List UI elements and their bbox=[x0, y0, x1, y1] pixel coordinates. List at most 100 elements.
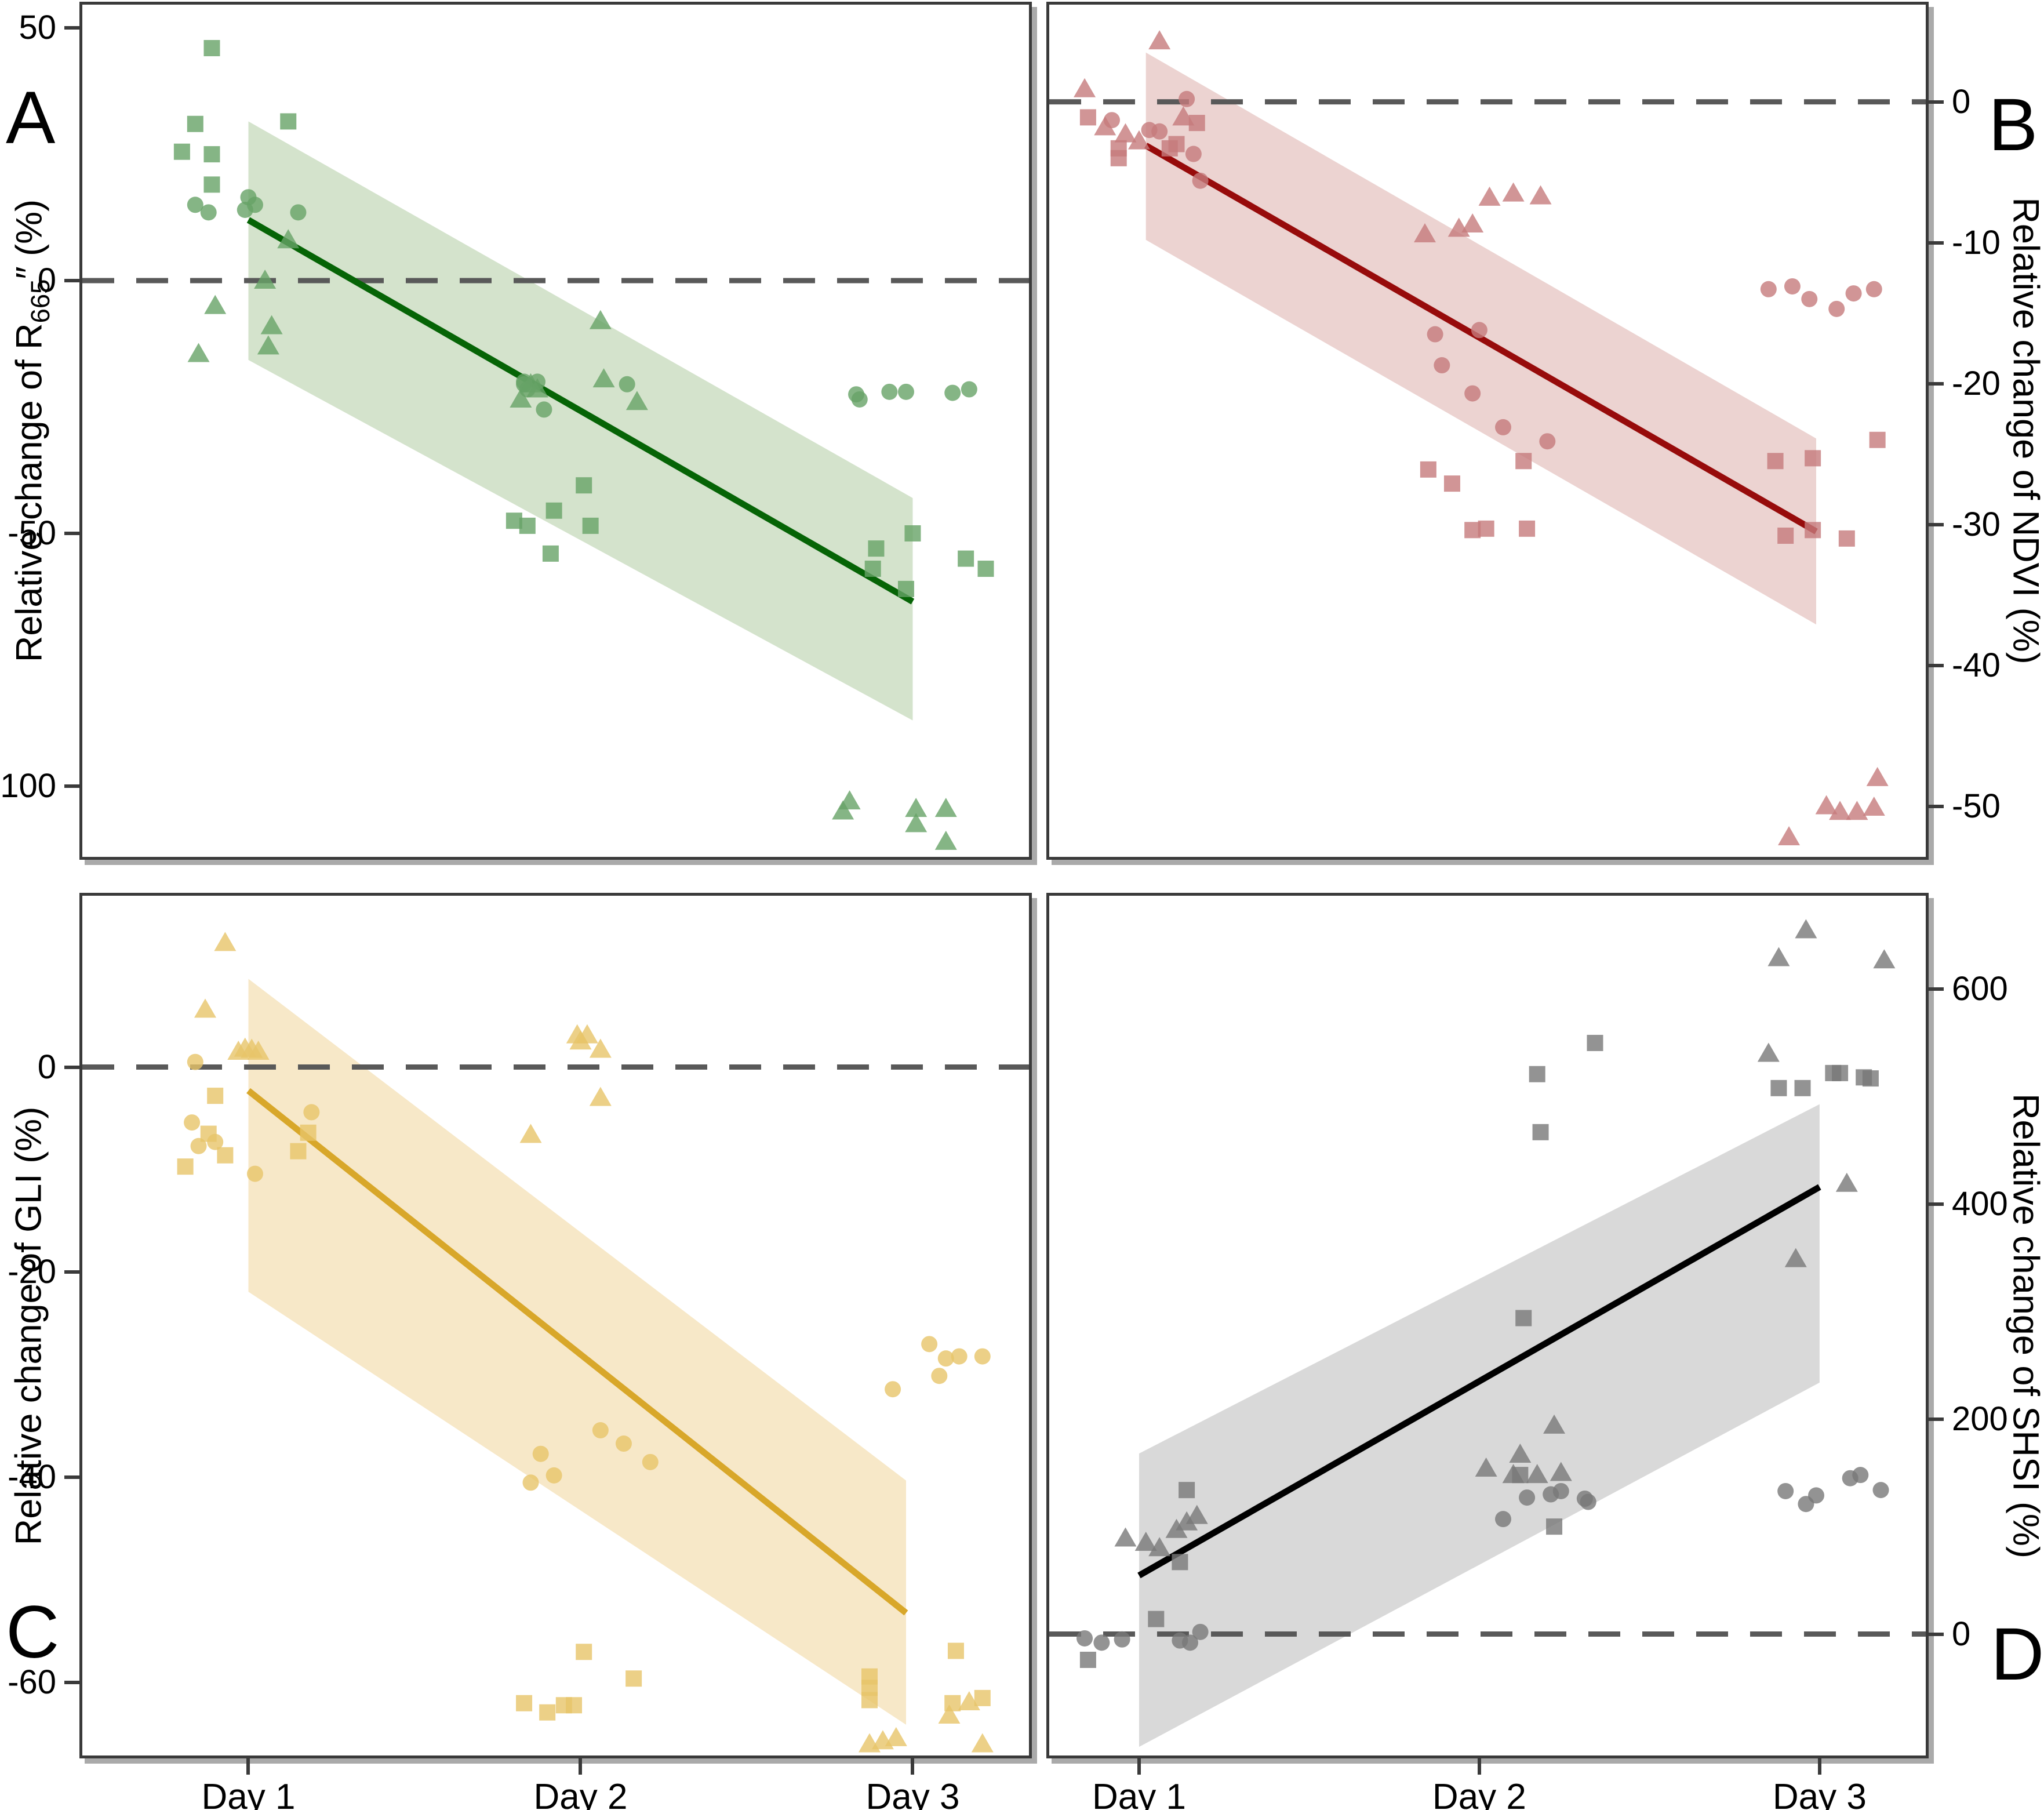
triangle-data-point bbox=[589, 1086, 612, 1106]
circle-data-point bbox=[532, 1445, 549, 1462]
triangle-data-point bbox=[934, 798, 957, 817]
circle-data-point bbox=[290, 204, 307, 221]
square-data-point bbox=[1546, 1518, 1563, 1535]
triangle-data-point bbox=[1114, 1527, 1137, 1547]
triangle-data-point bbox=[519, 1124, 542, 1143]
circle-data-point bbox=[1495, 1511, 1511, 1528]
circle-data-point bbox=[1808, 1487, 1824, 1504]
square-data-point bbox=[861, 1692, 878, 1709]
square-data-point bbox=[1532, 1124, 1549, 1140]
triangle-data-point bbox=[1778, 826, 1801, 845]
circle-data-point bbox=[1777, 1482, 1794, 1499]
square-data-point bbox=[1805, 522, 1821, 539]
y-axis-tick-label: 200 bbox=[1952, 1400, 2008, 1438]
square-data-point bbox=[1478, 520, 1494, 537]
circle-data-point bbox=[921, 1336, 938, 1353]
circle-data-point bbox=[1828, 300, 1845, 317]
circle-data-point bbox=[1471, 322, 1487, 339]
circle-data-point bbox=[619, 376, 635, 392]
y-axis-tick-mark bbox=[1929, 1417, 1944, 1421]
circle-data-point bbox=[246, 1165, 263, 1182]
triangle-data-point bbox=[832, 800, 854, 820]
confidence-band bbox=[1139, 1104, 1820, 1747]
circle-data-point bbox=[1852, 1467, 1869, 1484]
triangle-data-point bbox=[1526, 1464, 1548, 1484]
square-data-point bbox=[904, 525, 921, 541]
triangle-data-point bbox=[625, 391, 648, 410]
circle-data-point bbox=[592, 1422, 609, 1439]
y-axis-tick-label: 600 bbox=[1952, 970, 2008, 1008]
panel-d-chart-canvas bbox=[1049, 919, 1926, 1747]
triangle-data-point bbox=[1148, 1537, 1171, 1557]
triangle-data-point bbox=[1502, 182, 1525, 202]
square-data-point bbox=[1420, 461, 1436, 478]
triangle-data-point bbox=[1846, 801, 1868, 820]
x-axis-tick-label: Day 1 bbox=[1092, 1777, 1186, 1810]
square-data-point bbox=[1172, 1554, 1188, 1571]
square-data-point bbox=[203, 39, 220, 56]
y-axis-tick-mark bbox=[64, 531, 79, 535]
y-axis-tick-label: 0 bbox=[37, 1048, 56, 1086]
circle-data-point bbox=[1760, 281, 1777, 297]
square-data-point bbox=[217, 1147, 234, 1164]
circle-data-point bbox=[944, 384, 961, 401]
triangle-data-point bbox=[257, 335, 279, 355]
y-axis-tick-label: 50 bbox=[19, 9, 56, 47]
y-axis-tick-mark bbox=[1929, 663, 1944, 667]
square-data-point bbox=[207, 1088, 224, 1104]
x-axis-tick-label: Day 3 bbox=[1772, 1777, 1867, 1810]
circle-data-point bbox=[974, 1348, 991, 1365]
y-axis-tick-label: -20 bbox=[1952, 364, 2001, 402]
x-axis-tick-mark bbox=[1817, 1758, 1821, 1775]
square-data-point bbox=[576, 1644, 592, 1660]
panel-d-y-axis-title: Relative change of SHSI (%) bbox=[2005, 1093, 2044, 1558]
y-axis-tick-mark bbox=[64, 1065, 79, 1069]
square-data-point bbox=[516, 1695, 533, 1711]
panel-letter-d: D bbox=[1991, 1613, 2044, 1696]
triangle-data-point bbox=[526, 378, 548, 398]
x-axis-tick-mark bbox=[1477, 1758, 1481, 1775]
circle-data-point bbox=[190, 1137, 207, 1154]
square-data-point bbox=[1464, 522, 1481, 539]
y-axis-title-text: Relative change of R bbox=[9, 323, 50, 663]
y-axis-title-text: Relative change of SHSI (%) bbox=[2005, 1093, 2044, 1558]
triangle-data-point bbox=[204, 295, 227, 314]
circle-data-point bbox=[961, 381, 977, 398]
circle-data-point bbox=[1845, 285, 1862, 302]
square-data-point bbox=[203, 146, 220, 163]
circle-data-point bbox=[1114, 1631, 1130, 1648]
circle-data-point bbox=[1495, 419, 1511, 435]
triangle-data-point bbox=[589, 1038, 612, 1058]
panel-letter-b: B bbox=[1988, 83, 2038, 166]
triangle-data-point bbox=[934, 830, 957, 850]
x-axis-tick-label: Day 3 bbox=[865, 1777, 960, 1810]
square-data-point bbox=[1079, 1652, 1096, 1669]
circle-data-point bbox=[885, 1381, 901, 1398]
y-axis-tick-mark bbox=[1929, 100, 1944, 104]
triangle-data-point bbox=[958, 1691, 980, 1710]
square-data-point bbox=[868, 540, 885, 557]
y-axis-tick-label: 0 bbox=[37, 261, 56, 300]
x-axis-tick-label: Day 2 bbox=[533, 1777, 628, 1810]
square-data-point bbox=[582, 517, 599, 534]
y-axis-tick-label: -40 bbox=[1952, 646, 2001, 684]
square-data-point bbox=[974, 1689, 991, 1706]
circle-data-point bbox=[1192, 1623, 1209, 1640]
x-axis-tick-mark bbox=[1137, 1758, 1141, 1775]
square-data-point bbox=[1794, 1080, 1811, 1096]
triangle-data-point bbox=[1074, 78, 1096, 97]
panel-d-plot-area bbox=[1046, 893, 1929, 1758]
triangle-data-point bbox=[1475, 1458, 1497, 1477]
triangle-data-point bbox=[1094, 116, 1116, 136]
circle-data-point bbox=[246, 197, 263, 213]
y-axis-tick-mark bbox=[64, 1475, 79, 1480]
circle-data-point bbox=[522, 1474, 539, 1491]
y-axis-tick-mark bbox=[64, 1270, 79, 1274]
circle-data-point bbox=[187, 1053, 203, 1070]
triangle-data-point bbox=[885, 1727, 907, 1746]
y-axis-tick-mark bbox=[64, 279, 79, 283]
triangle-data-point bbox=[905, 813, 928, 833]
triangle-data-point bbox=[1502, 1464, 1525, 1484]
y-axis-tick-label: -60 bbox=[8, 1663, 56, 1702]
